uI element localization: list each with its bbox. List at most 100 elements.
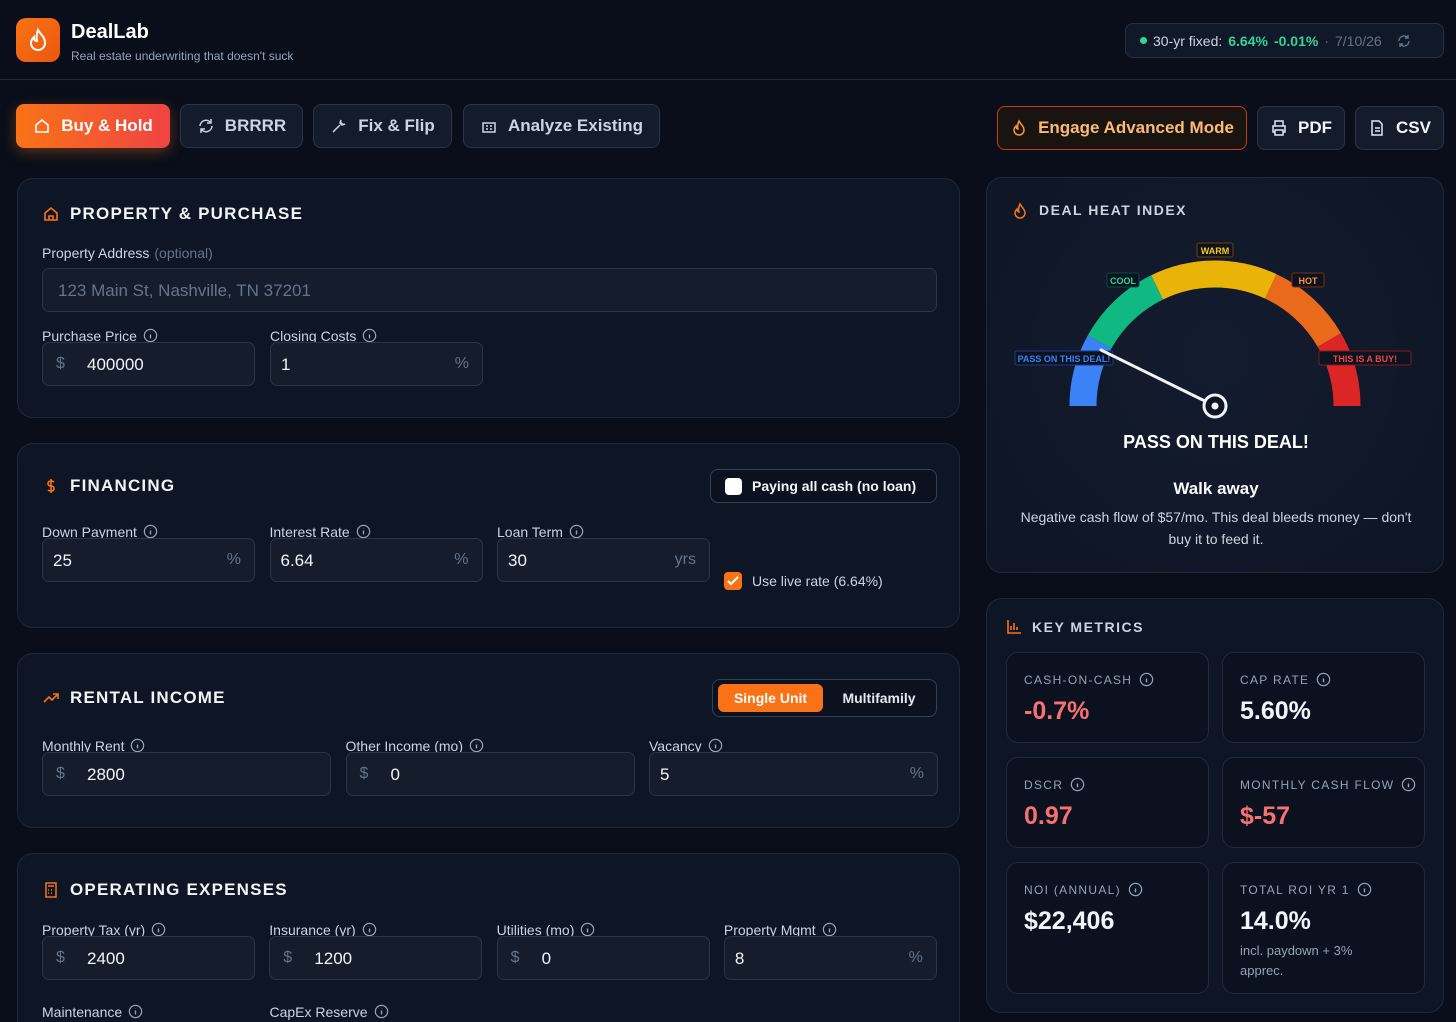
gauge-label-bg: [1196, 242, 1234, 258]
label-text: Property Tax (yr): [42, 921, 146, 938]
refresh-icon[interactable]: [1396, 33, 1412, 49]
needle-dot: [1211, 402, 1219, 410]
label-text: MONTHLY CASH FLOW: [1240, 777, 1395, 792]
info-icon: [143, 524, 158, 539]
mode-option[interactable]: Single Unit: [718, 684, 823, 712]
tab-icon: [482, 122, 496, 133]
metric-tile: NOI (ANNUAL) $22,406: [1006, 862, 1209, 994]
input[interactable]: 30 yrs: [497, 538, 710, 582]
gauge-label-bg: [1014, 350, 1114, 366]
rental-card: RENTAL INCOME Single Unit Multifamily Month…: [17, 653, 960, 828]
info-icon: [1402, 777, 1416, 792]
input[interactable]: 123 Main St, Nashville, TN 37201: [42, 268, 937, 312]
field-label: Closing Costs: [270, 327, 378, 344]
input-value: 2800: [87, 765, 125, 784]
action-button[interactable]: CSV: [1355, 106, 1444, 150]
expenses-card: OPERATING EXPENSES Property Tax (yr) $2400…: [17, 853, 960, 1022]
rate-pill: 30-yr fixed: 6.64% -0.01% · 7/10/26: [1125, 23, 1444, 58]
checkbox-checked[interactable]: [724, 572, 742, 590]
metric-value: 14.0%: [1240, 907, 1311, 935]
tab-label: Fix & Flip: [358, 116, 435, 135]
suffix: yrs: [674, 551, 696, 568]
action-button[interactable]: Engage Advanced Mode: [997, 106, 1247, 150]
input[interactable]: 1%: [270, 342, 483, 386]
input[interactable]: $2400: [42, 936, 255, 980]
field-label: Other Income (mo): [346, 737, 485, 754]
tab[interactable]: Analyze Existing: [463, 104, 660, 148]
metric-tile: MONTHLY CASH FLOW $-57: [1222, 757, 1425, 848]
status-dot: [1140, 37, 1147, 44]
label-text: Interest Rate: [269, 523, 350, 540]
toggle-label: Paying all cash (no loan): [752, 478, 917, 494]
metric-value: 5.60%: [1240, 697, 1311, 725]
gauge-segment: [1317, 333, 1361, 407]
label-text: Property Mgmt: [723, 921, 816, 938]
action-icon: [1371, 120, 1383, 136]
rate-date: 7/10/26: [1334, 32, 1382, 49]
mode-toggle: Single Unit Multifamily: [712, 679, 937, 717]
input[interactable]: $2800: [42, 752, 331, 796]
metric-label: CAP RATE: [1240, 671, 1332, 688]
input[interactable]: 6.64%: [269, 538, 483, 582]
section-title: KEY METRICS: [1032, 619, 1144, 635]
section-icon: [44, 206, 58, 221]
input[interactable]: $1200: [269, 936, 483, 980]
label-text: Down Payment: [42, 523, 137, 540]
field-label: CapEx Reserve: [270, 1003, 390, 1020]
section-icon: [1007, 620, 1021, 634]
input[interactable]: 8%: [723, 936, 937, 980]
label-text: Insurance (yr): [269, 921, 356, 938]
logo-icon: [29, 27, 47, 51]
field-label: Maintenance: [42, 1003, 144, 1020]
checkbox[interactable]: [725, 477, 742, 495]
headline: Walk away: [1173, 479, 1259, 498]
tab[interactable]: Buy & Hold: [16, 104, 170, 148]
gauge-label: THIS IS A BUY!: [1333, 354, 1397, 364]
label-text: Closing Costs: [270, 327, 357, 344]
live-rate[interactable]: Use live rate (6.64%): [724, 572, 883, 590]
cash-toggle[interactable]: Paying all cash (no loan): [710, 469, 937, 503]
tab-icon: [332, 119, 346, 133]
input[interactable]: $0: [496, 936, 710, 980]
rate-label: 30-yr fixed:: [1153, 32, 1223, 49]
app-subtitle: Real estate underwriting that doesn't su…: [71, 49, 294, 63]
label-note: (optional): [154, 245, 213, 261]
suffix: %: [226, 551, 241, 568]
info-icon: [143, 328, 158, 343]
metric-value: 0.97: [1024, 802, 1073, 830]
info-icon: [469, 738, 484, 753]
info-icon: [1357, 882, 1372, 897]
label-text: Other Income (mo): [345, 737, 463, 754]
info-icon: [151, 922, 166, 937]
section-title: DEAL HEAT INDEX: [1039, 202, 1187, 218]
heat-card: DEAL HEAT INDEX PASS ON THIS DEAL! COOL WAR…: [986, 177, 1444, 573]
tab[interactable]: BRRRR: [180, 104, 303, 148]
input[interactable]: $0: [345, 752, 635, 796]
label-text: Property Address: [42, 245, 150, 261]
gauge-segment: [1069, 335, 1112, 407]
tab-label: BRRRR: [224, 116, 287, 135]
input-value: 5: [660, 765, 670, 784]
action-icon: [1272, 120, 1286, 136]
input[interactable]: 5%: [649, 752, 938, 796]
label-text: CapEx Reserve: [269, 1003, 368, 1020]
gauge-label-bg: [1291, 272, 1325, 288]
prefix: $: [359, 765, 369, 782]
input-value: 1200: [314, 949, 353, 968]
action-button[interactable]: PDF: [1257, 106, 1345, 150]
input-value: 0: [390, 765, 400, 784]
section-icon: [45, 882, 57, 898]
input[interactable]: $400000: [42, 342, 255, 386]
input-value: 25: [53, 551, 72, 570]
input[interactable]: 25%: [42, 538, 255, 582]
tab[interactable]: Fix & Flip: [313, 104, 452, 148]
suffix: %: [454, 355, 469, 372]
mode-option[interactable]: Multifamily: [842, 690, 916, 706]
action-label: Engage Advanced Mode: [1038, 118, 1234, 137]
live-rate-label: Use live rate (6.64%): [752, 573, 883, 589]
gauge-label: PASS ON THIS DEAL!: [1018, 354, 1111, 364]
info-icon: [363, 328, 377, 343]
info-icon: [1317, 672, 1331, 687]
label-text: TOTAL ROI YR 1: [1240, 882, 1350, 897]
field-label: Purchase Price: [42, 327, 159, 344]
